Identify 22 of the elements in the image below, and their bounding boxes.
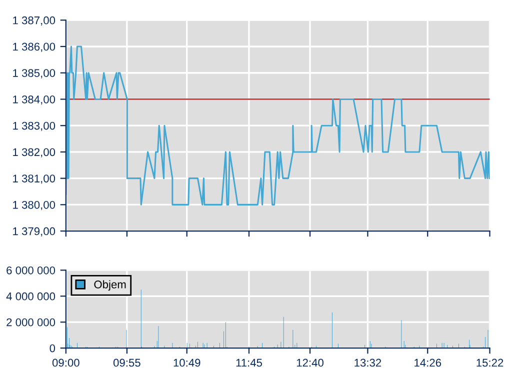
- y-tick-label: 4 000 000: [6, 292, 56, 300]
- y-tick-label: 2 000 000: [6, 318, 56, 326]
- x-tick-label: 14:26: [414, 358, 442, 367]
- x-tick-label: 09:00: [52, 358, 80, 367]
- x-tick-label: 10:49: [174, 358, 200, 367]
- y-tick-label: 1 380,00: [13, 200, 56, 210]
- y-tick-label: 1 382,00: [13, 148, 56, 158]
- y-tick-label: 1 387,00: [13, 16, 56, 26]
- x-tick-label: 09:55: [113, 358, 140, 367]
- x-tick-label: 13:32: [354, 358, 382, 367]
- y-tick-label: 1 384,00: [13, 95, 56, 105]
- x-tick-label: 12:40: [296, 358, 324, 367]
- y-tick-label: 6 000 000: [6, 266, 56, 274]
- y-tick-label: 0: [50, 344, 56, 352]
- x-tick-label: 11:45: [236, 358, 262, 367]
- y-tick-label: 1 381,00: [13, 174, 56, 184]
- y-tick-label: 1 379,00: [13, 227, 56, 236]
- y-tick-label: 1 386,00: [13, 42, 56, 52]
- y-tick-label: 1 383,00: [13, 122, 56, 132]
- y-tick-label: 1 385,00: [13, 69, 56, 78]
- legend-label: Objem: [94, 280, 126, 291]
- x-tick-label: 15:22: [476, 358, 504, 367]
